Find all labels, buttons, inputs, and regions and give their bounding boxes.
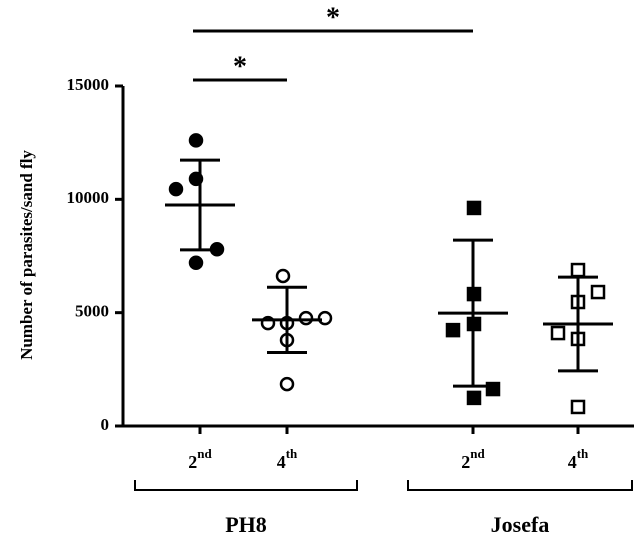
data-point: [275, 268, 291, 284]
category-superscript: nd: [470, 446, 485, 461]
x-tick-label: 2nd: [461, 446, 485, 472]
data-point: [550, 325, 566, 341]
data-point: [466, 390, 482, 406]
data-point: [570, 399, 586, 415]
data-point: [317, 310, 333, 326]
data-point: [188, 255, 204, 271]
data-point: [188, 133, 204, 148]
group-bracket: [407, 480, 633, 491]
y-tick-label: 10000: [67, 188, 110, 207]
group-bracket: [134, 480, 358, 491]
category-number: 2: [461, 452, 470, 472]
category-superscript: nd: [197, 446, 212, 461]
y-axis-label: Number of parasites/sand fly: [17, 150, 36, 360]
data-point: [590, 284, 606, 300]
category-number: 4: [277, 452, 286, 472]
group-label: PH8: [225, 512, 267, 537]
data-point: [445, 322, 461, 338]
group-label: Josefa: [491, 512, 550, 537]
x-tick-label: 2nd: [188, 446, 212, 472]
data-point: [279, 376, 295, 392]
x-tick-label: 4th: [277, 446, 298, 472]
x-tick-label: 4th: [568, 446, 589, 472]
data-point: [298, 310, 314, 326]
category-number: 2: [188, 452, 197, 472]
data-point: [168, 181, 184, 197]
y-tick-label: 0: [101, 415, 110, 434]
category-superscript: th: [577, 446, 589, 461]
data-point: [466, 200, 482, 216]
category-superscript: th: [286, 446, 298, 461]
data-point: [570, 262, 586, 278]
category-number: 4: [568, 452, 577, 472]
y-tick-label: 5000: [75, 302, 109, 321]
significance-label: *: [326, 2, 340, 33]
y-tick-label: 15000: [67, 75, 110, 94]
significance-label: *: [233, 51, 247, 82]
